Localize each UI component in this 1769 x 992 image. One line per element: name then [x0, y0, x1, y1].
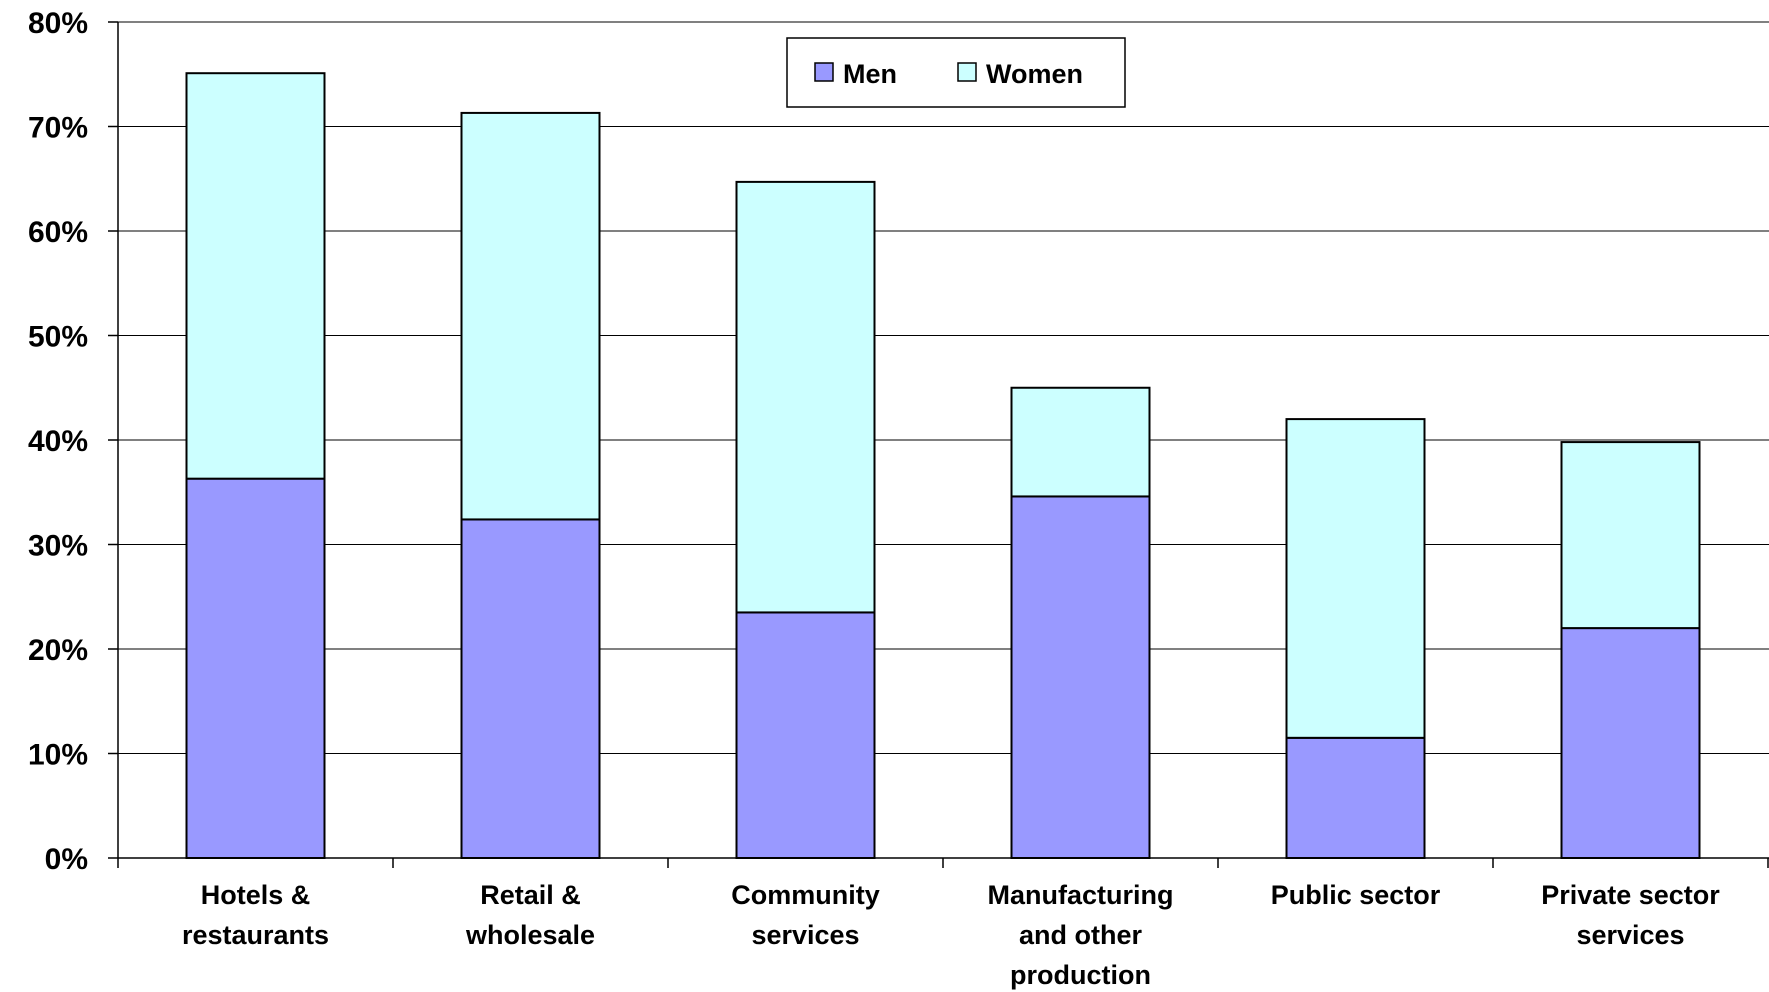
axes — [117, 22, 1769, 868]
x-category-label: Public sector — [1271, 880, 1441, 910]
x-category-label: Community services — [731, 880, 880, 950]
legend-label-women: Women — [986, 59, 1083, 89]
y-tick-label: 30% — [28, 530, 88, 563]
x-category-label: Retail & wholesale — [465, 880, 595, 950]
bar-men-0 — [185, 477, 326, 859]
bars — [185, 72, 1701, 860]
x-category-label: Private sector services — [1541, 880, 1720, 950]
x-category-labels: Hotels & restaurants Retail & wholesale Comm… — [182, 880, 1720, 990]
legend-label-men: Men — [843, 59, 897, 89]
legend-box — [786, 37, 1126, 108]
bar-men-4 — [1285, 736, 1426, 860]
y-tick-label: 0% — [45, 843, 88, 876]
bar-women-3 — [1010, 386, 1151, 498]
y-tick-label: 40% — [28, 425, 88, 458]
x-category-label: Hotels & restaurants — [182, 880, 329, 950]
y-tick-label: 70% — [28, 112, 88, 145]
legend-swatch-men — [814, 62, 834, 82]
y-tick-label: 60% — [28, 216, 88, 249]
bar-women-0 — [185, 72, 326, 480]
legend: Men Women — [786, 37, 1126, 108]
legend-swatch-women — [957, 62, 977, 82]
bar-men-1 — [460, 518, 601, 859]
bar-women-5 — [1560, 441, 1701, 630]
bar-women-1 — [460, 111, 601, 521]
bar-men-5 — [1560, 627, 1701, 859]
y-tick-label: 20% — [28, 634, 88, 667]
bar-women-2 — [735, 180, 876, 614]
gridlines — [108, 21, 1769, 859]
x-category-label: Manufacturing and other production — [988, 880, 1174, 990]
bar-men-3 — [1010, 495, 1151, 859]
y-tick-label: 80% — [28, 7, 88, 40]
y-tick-labels: 0% 10% 20% 30% 40% 50% 60% 70% 80% — [28, 7, 88, 876]
y-tick-label: 50% — [28, 321, 88, 354]
bar-men-2 — [735, 611, 876, 859]
bar-women-4 — [1285, 418, 1426, 739]
y-tick-label: 10% — [28, 739, 88, 772]
